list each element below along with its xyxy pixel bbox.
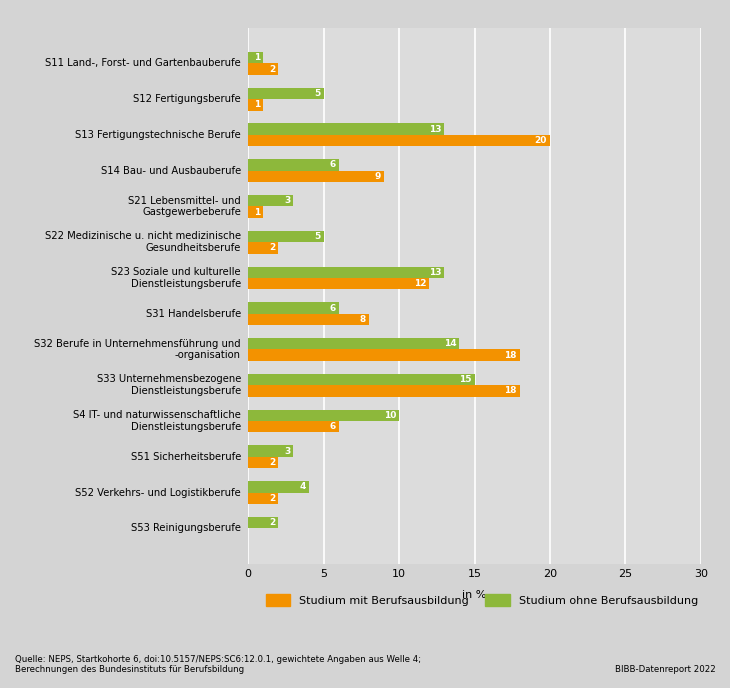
Bar xyxy=(248,52,264,63)
Bar xyxy=(248,123,445,135)
Bar xyxy=(248,481,309,493)
Text: Quelle: NEPS, Startkohorte 6, doi:10.5157/NEPS:SC6:12.0.1, gewichtete Angaben au: Quelle: NEPS, Startkohorte 6, doi:10.515… xyxy=(15,655,420,674)
Bar xyxy=(248,87,323,99)
Bar xyxy=(248,421,339,433)
Bar xyxy=(248,230,323,242)
Text: 2: 2 xyxy=(269,65,275,74)
Text: 5: 5 xyxy=(315,89,320,98)
Bar xyxy=(248,99,264,111)
Text: S51 Sicherheitsberufe: S51 Sicherheitsberufe xyxy=(131,452,241,462)
Text: 5: 5 xyxy=(315,232,320,241)
Bar xyxy=(248,63,278,75)
Text: 14: 14 xyxy=(444,339,456,348)
Text: S21 Lebensmittel- und
Gastgewerbeberufe: S21 Lebensmittel- und Gastgewerbeberufe xyxy=(128,195,241,217)
Text: 1: 1 xyxy=(254,53,261,62)
Bar xyxy=(248,493,278,504)
Text: S33 Unternehmensbezogene
Dienstleistungsberufe: S33 Unternehmensbezogene Dienstleistungs… xyxy=(96,374,241,396)
Bar xyxy=(248,314,369,325)
Text: S13 Fertigungstechnische Berufe: S13 Fertigungstechnische Berufe xyxy=(75,130,241,140)
Text: 3: 3 xyxy=(284,447,291,455)
Text: 9: 9 xyxy=(374,172,381,181)
Text: S4 IT- und naturwissenschaftliche
Dienstleistungsberufe: S4 IT- und naturwissenschaftliche Dienst… xyxy=(73,410,241,432)
Text: 1: 1 xyxy=(254,100,261,109)
Text: S31 Handelsberufe: S31 Handelsberufe xyxy=(146,309,241,319)
Text: 1: 1 xyxy=(254,208,261,217)
Text: 10: 10 xyxy=(384,411,396,420)
X-axis label: in %: in % xyxy=(462,590,487,600)
Text: 8: 8 xyxy=(360,315,366,324)
Text: S23 Soziale und kulturelle
Dienstleistungsberufe: S23 Soziale und kulturelle Dienstleistun… xyxy=(111,267,241,289)
Text: 3: 3 xyxy=(284,196,291,205)
Bar xyxy=(248,195,293,206)
Text: 20: 20 xyxy=(534,136,547,145)
Bar xyxy=(248,385,520,397)
Text: 18: 18 xyxy=(504,351,517,360)
Text: 13: 13 xyxy=(429,268,442,277)
Legend: Studium mit Berufsausbildung, Studium ohne Berufsausbildung: Studium mit Berufsausbildung, Studium oh… xyxy=(261,590,702,610)
Text: S12 Fertigungsberufe: S12 Fertigungsberufe xyxy=(133,94,241,104)
Text: 15: 15 xyxy=(459,375,472,384)
Text: S11 Land-, Forst- und Gartenbauberufe: S11 Land-, Forst- und Gartenbauberufe xyxy=(45,58,241,68)
Text: 6: 6 xyxy=(329,160,336,169)
Text: S32 Berufe in Unternehmensführung und
-organisation: S32 Berufe in Unternehmensführung und -o… xyxy=(34,338,241,361)
Text: 6: 6 xyxy=(329,422,336,431)
Text: 4: 4 xyxy=(299,482,306,491)
Bar xyxy=(248,374,474,385)
Bar xyxy=(248,457,278,469)
Bar xyxy=(248,135,550,147)
Text: 6: 6 xyxy=(329,303,336,312)
Text: 2: 2 xyxy=(269,244,275,252)
Text: 2: 2 xyxy=(269,518,275,527)
Text: S52 Verkehrs- und Logistikberufe: S52 Verkehrs- und Logistikberufe xyxy=(75,488,241,497)
Text: S53 Reinigungsberufe: S53 Reinigungsberufe xyxy=(131,524,241,533)
Text: S22 Medizinische u. nicht medizinische
Gesundheitsberufe: S22 Medizinische u. nicht medizinische G… xyxy=(45,231,241,253)
Bar xyxy=(248,409,399,421)
Text: S14 Bau- und Ausbauberufe: S14 Bau- und Ausbauberufe xyxy=(101,166,241,175)
Bar xyxy=(248,159,339,171)
Text: 12: 12 xyxy=(414,279,426,288)
Bar xyxy=(248,350,520,361)
Text: 2: 2 xyxy=(269,458,275,467)
Text: 2: 2 xyxy=(269,494,275,503)
Bar xyxy=(248,266,445,278)
Bar xyxy=(248,302,339,314)
Bar xyxy=(248,338,459,350)
Bar xyxy=(248,206,264,218)
Bar xyxy=(248,278,429,290)
Bar xyxy=(248,517,278,528)
Bar xyxy=(248,171,384,182)
Text: 13: 13 xyxy=(429,125,442,133)
Text: BIBB-Datenreport 2022: BIBB-Datenreport 2022 xyxy=(615,665,715,674)
Bar xyxy=(248,242,278,254)
Text: 18: 18 xyxy=(504,387,517,396)
Bar xyxy=(248,445,293,457)
